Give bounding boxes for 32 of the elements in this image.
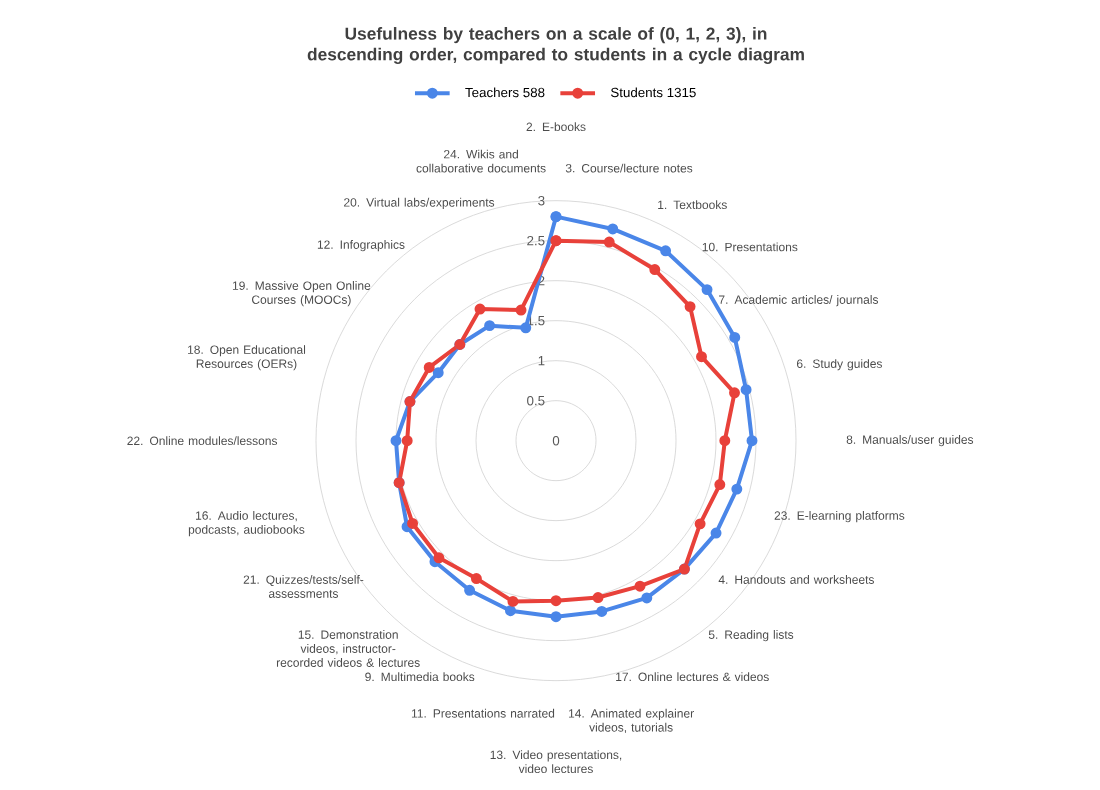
spoke-label: 14. Animated explainer videos, tutorials [568,708,694,734]
spoke-label: 2. E-books [526,122,586,132]
spoke-label: 15. Demonstration videos, instructor-recorded videos & lectures [276,630,420,667]
spoke-label: 10. Presentations [702,242,798,252]
spoke-label: 17. Online lectures & videos [616,672,769,682]
spoke-label: 3. Course/lecture notes [565,163,693,173]
spoke-label: 16. Audio lectures, podcasts, audiobooks [188,511,305,537]
spoke-label: 21. Quizzes/tests/self-assessments [243,575,364,598]
spoke-label: 5. Reading lists [708,630,794,642]
spoke-label: 19. Massive Open Online Courses (MOOCs) [232,281,371,307]
spoke-label: 23. E-learning platforms [774,511,905,523]
spoke-label: 13. Video presentations, video lectures [490,750,622,774]
y-tick-label: 0 [552,435,560,446]
spoke-label: 12. Infographics [317,240,405,252]
spoke-label: 20. Virtual labs/experiments [344,197,495,210]
spoke-label: 24. Wikis and collaborative documents [416,149,546,173]
spoke-label: 8. Manuals/user guides [846,435,974,447]
y-tick-label: 0.5 [527,395,545,406]
y-tick-label: 2.5 [527,235,545,246]
y-tick-label: 1 [538,356,545,366]
spoke-label: 9. Multimedia books [365,672,475,682]
legend-label: Students 1315 [610,87,696,98]
spoke-label: 4. Handouts and worksheets [718,575,874,584]
spoke-label: 22. Online modules/lessons [127,436,278,446]
chart-title: Usefulness by teachers on a scale of (0, 1, 2, 3), in descending order, compared to students in a cycle diagram [307,27,804,64]
spoke-label: 18. Open Educational Resources (OERs) [188,345,306,371]
y-tick-label: 3 [538,195,545,206]
legend-label: Teachers 588 [465,87,545,98]
spoke-label: 6. Study guides [796,359,882,371]
spoke-label: 11. Presentations narrated [411,708,555,718]
spoke-label: 7. Academic articles/ journals [719,295,879,307]
spoke-label: 1. Textbooks [658,200,727,210]
